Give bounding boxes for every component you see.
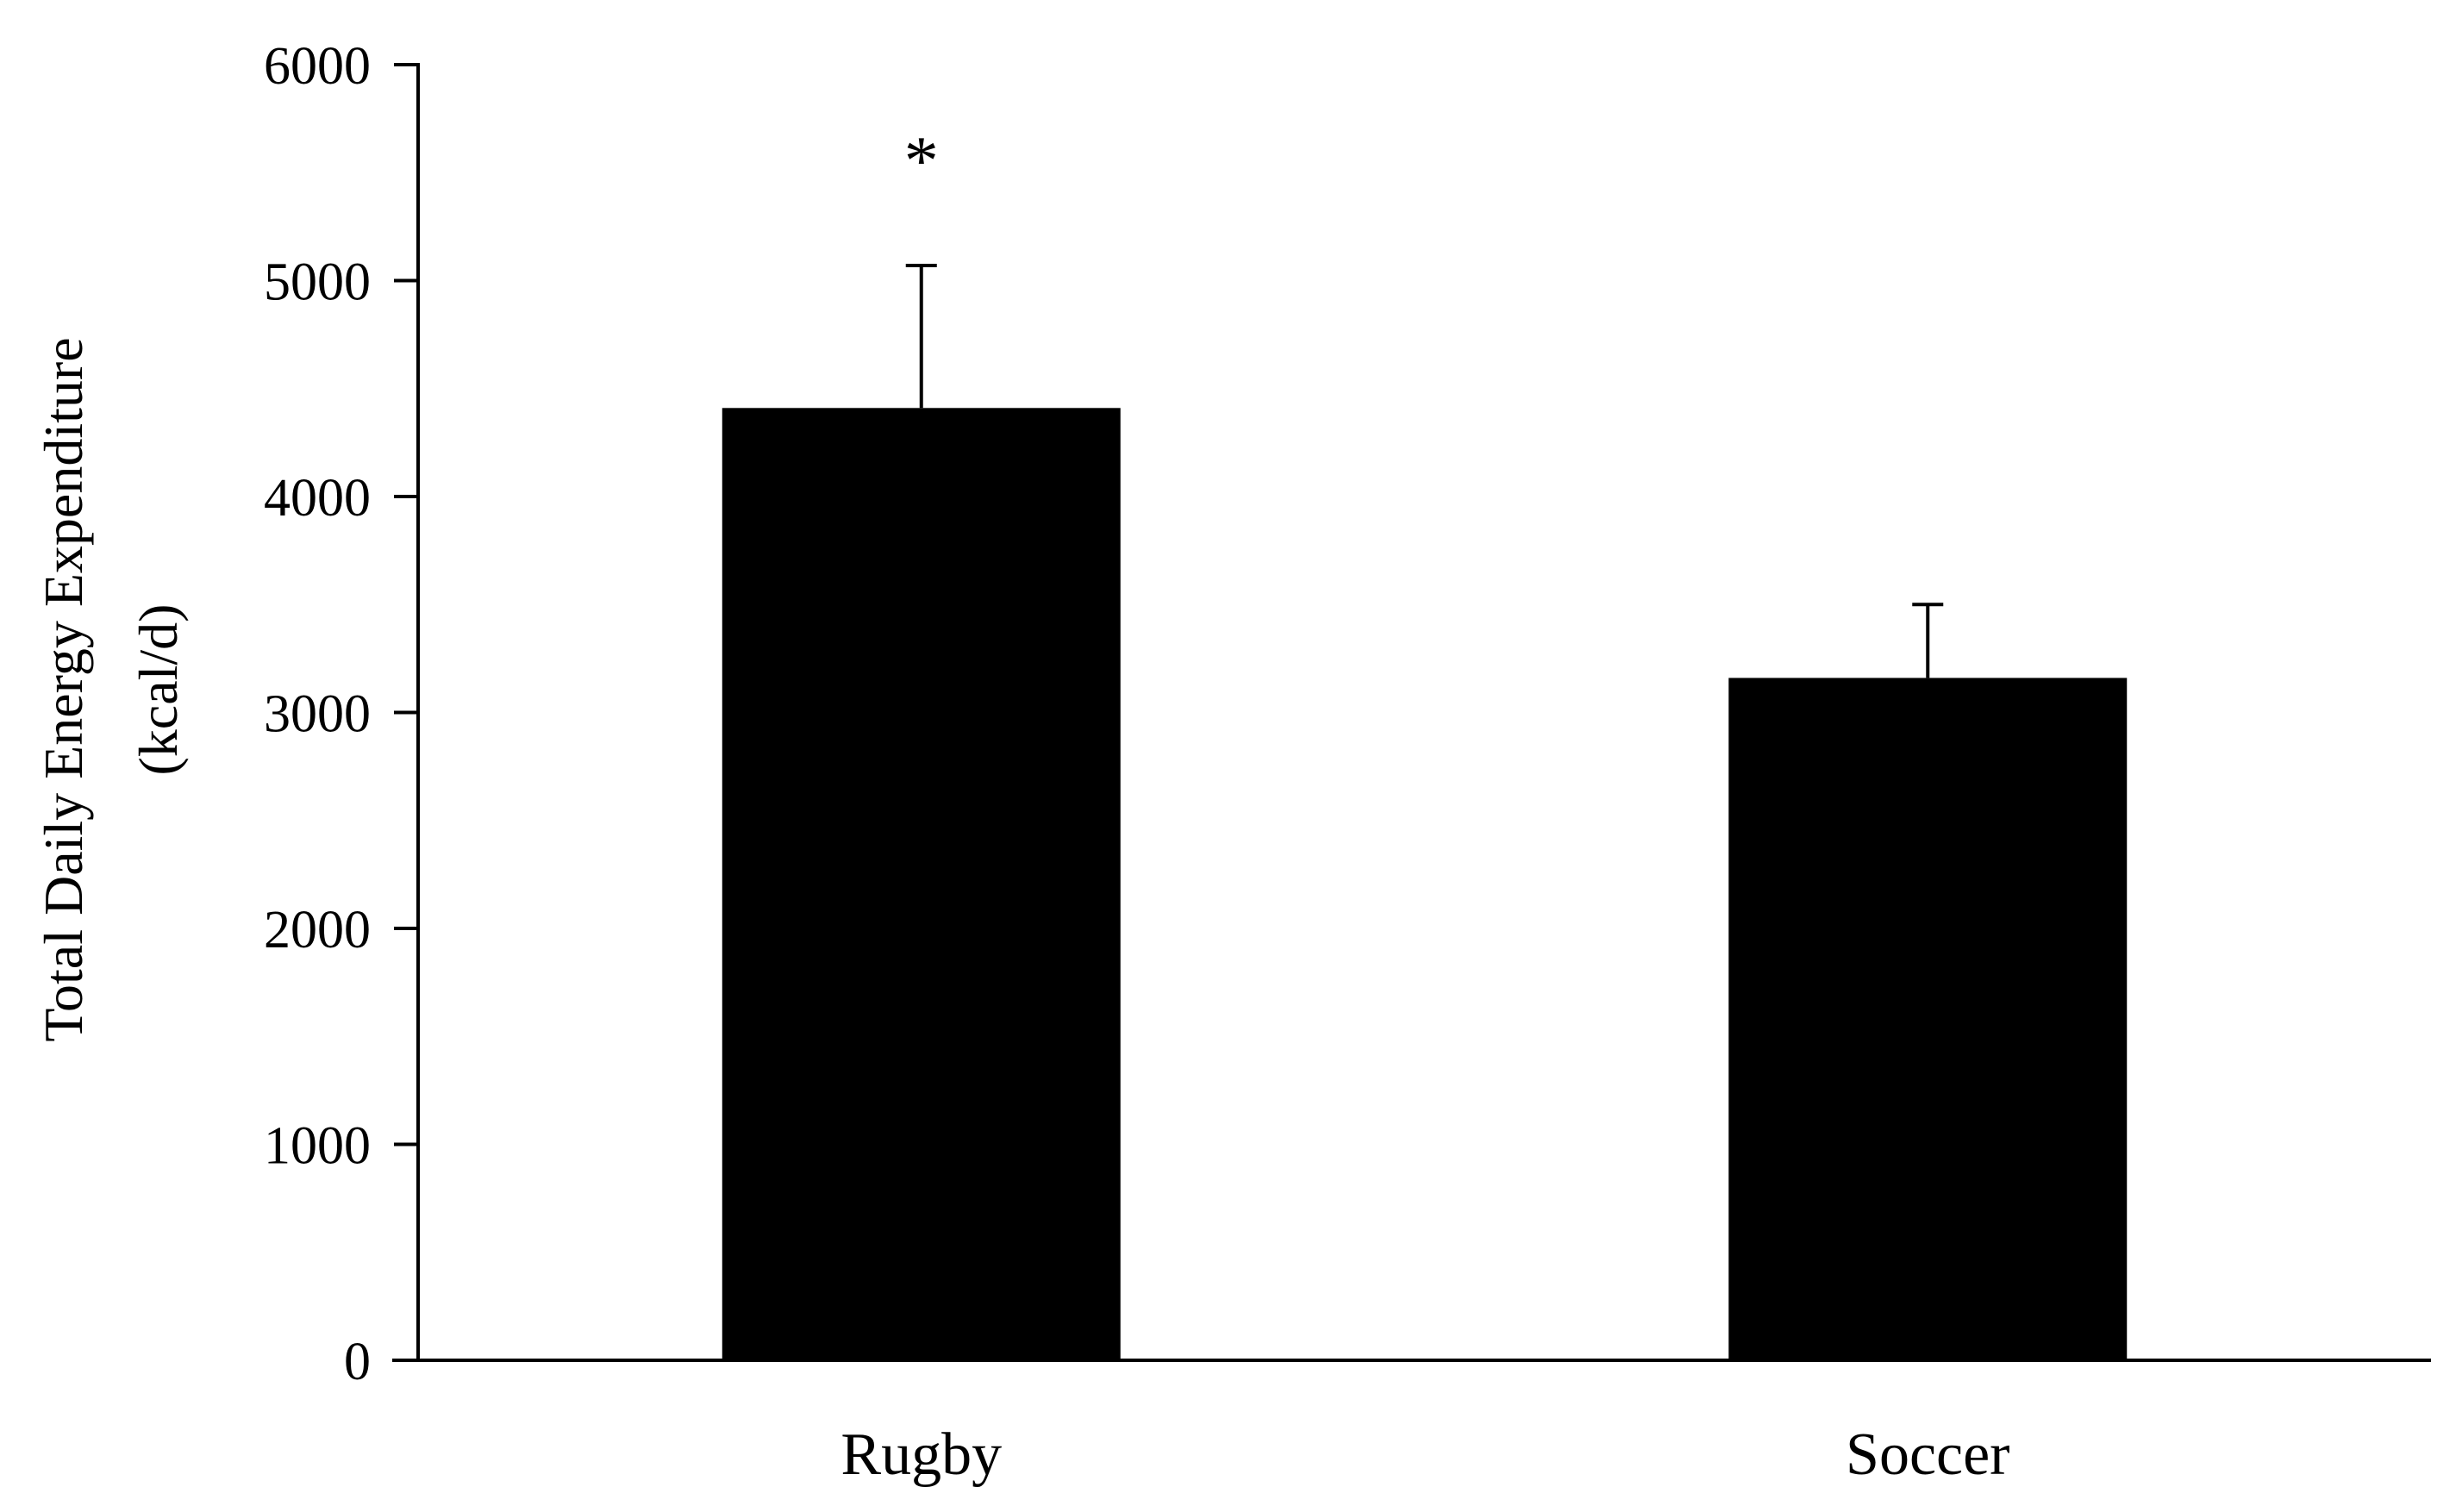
y-axis-ticks: 0 1000 2000 3000 4000 5000 6000 xyxy=(264,37,418,1391)
y-axis-title-line-2: (kcal/d) xyxy=(128,604,189,776)
y-tick-label: 4000 xyxy=(264,469,371,528)
y-tick-label: 0 xyxy=(344,1333,371,1391)
bars: * xyxy=(722,123,2128,1360)
significance-marker: * xyxy=(904,123,939,199)
bar-soccer xyxy=(1728,678,2128,1360)
x-category-label: Soccer xyxy=(1846,1421,2009,1488)
y-tick-label: 6000 xyxy=(264,37,371,96)
bar-rugby xyxy=(722,408,1121,1360)
x-category-label: Rugby xyxy=(841,1421,1002,1488)
y-tick-label: 1000 xyxy=(264,1117,371,1176)
y-tick-label: 5000 xyxy=(264,253,371,312)
y-axis-title-line-1: Total Daily Energy Expenditure xyxy=(33,337,94,1041)
y-tick-label: 2000 xyxy=(264,901,371,959)
x-axis-labels: Rugby Soccer xyxy=(841,1421,2009,1488)
y-tick-label: 3000 xyxy=(264,685,371,744)
y-axis-title: Total Daily Energy Expenditure (kcal/d) xyxy=(33,337,189,1041)
